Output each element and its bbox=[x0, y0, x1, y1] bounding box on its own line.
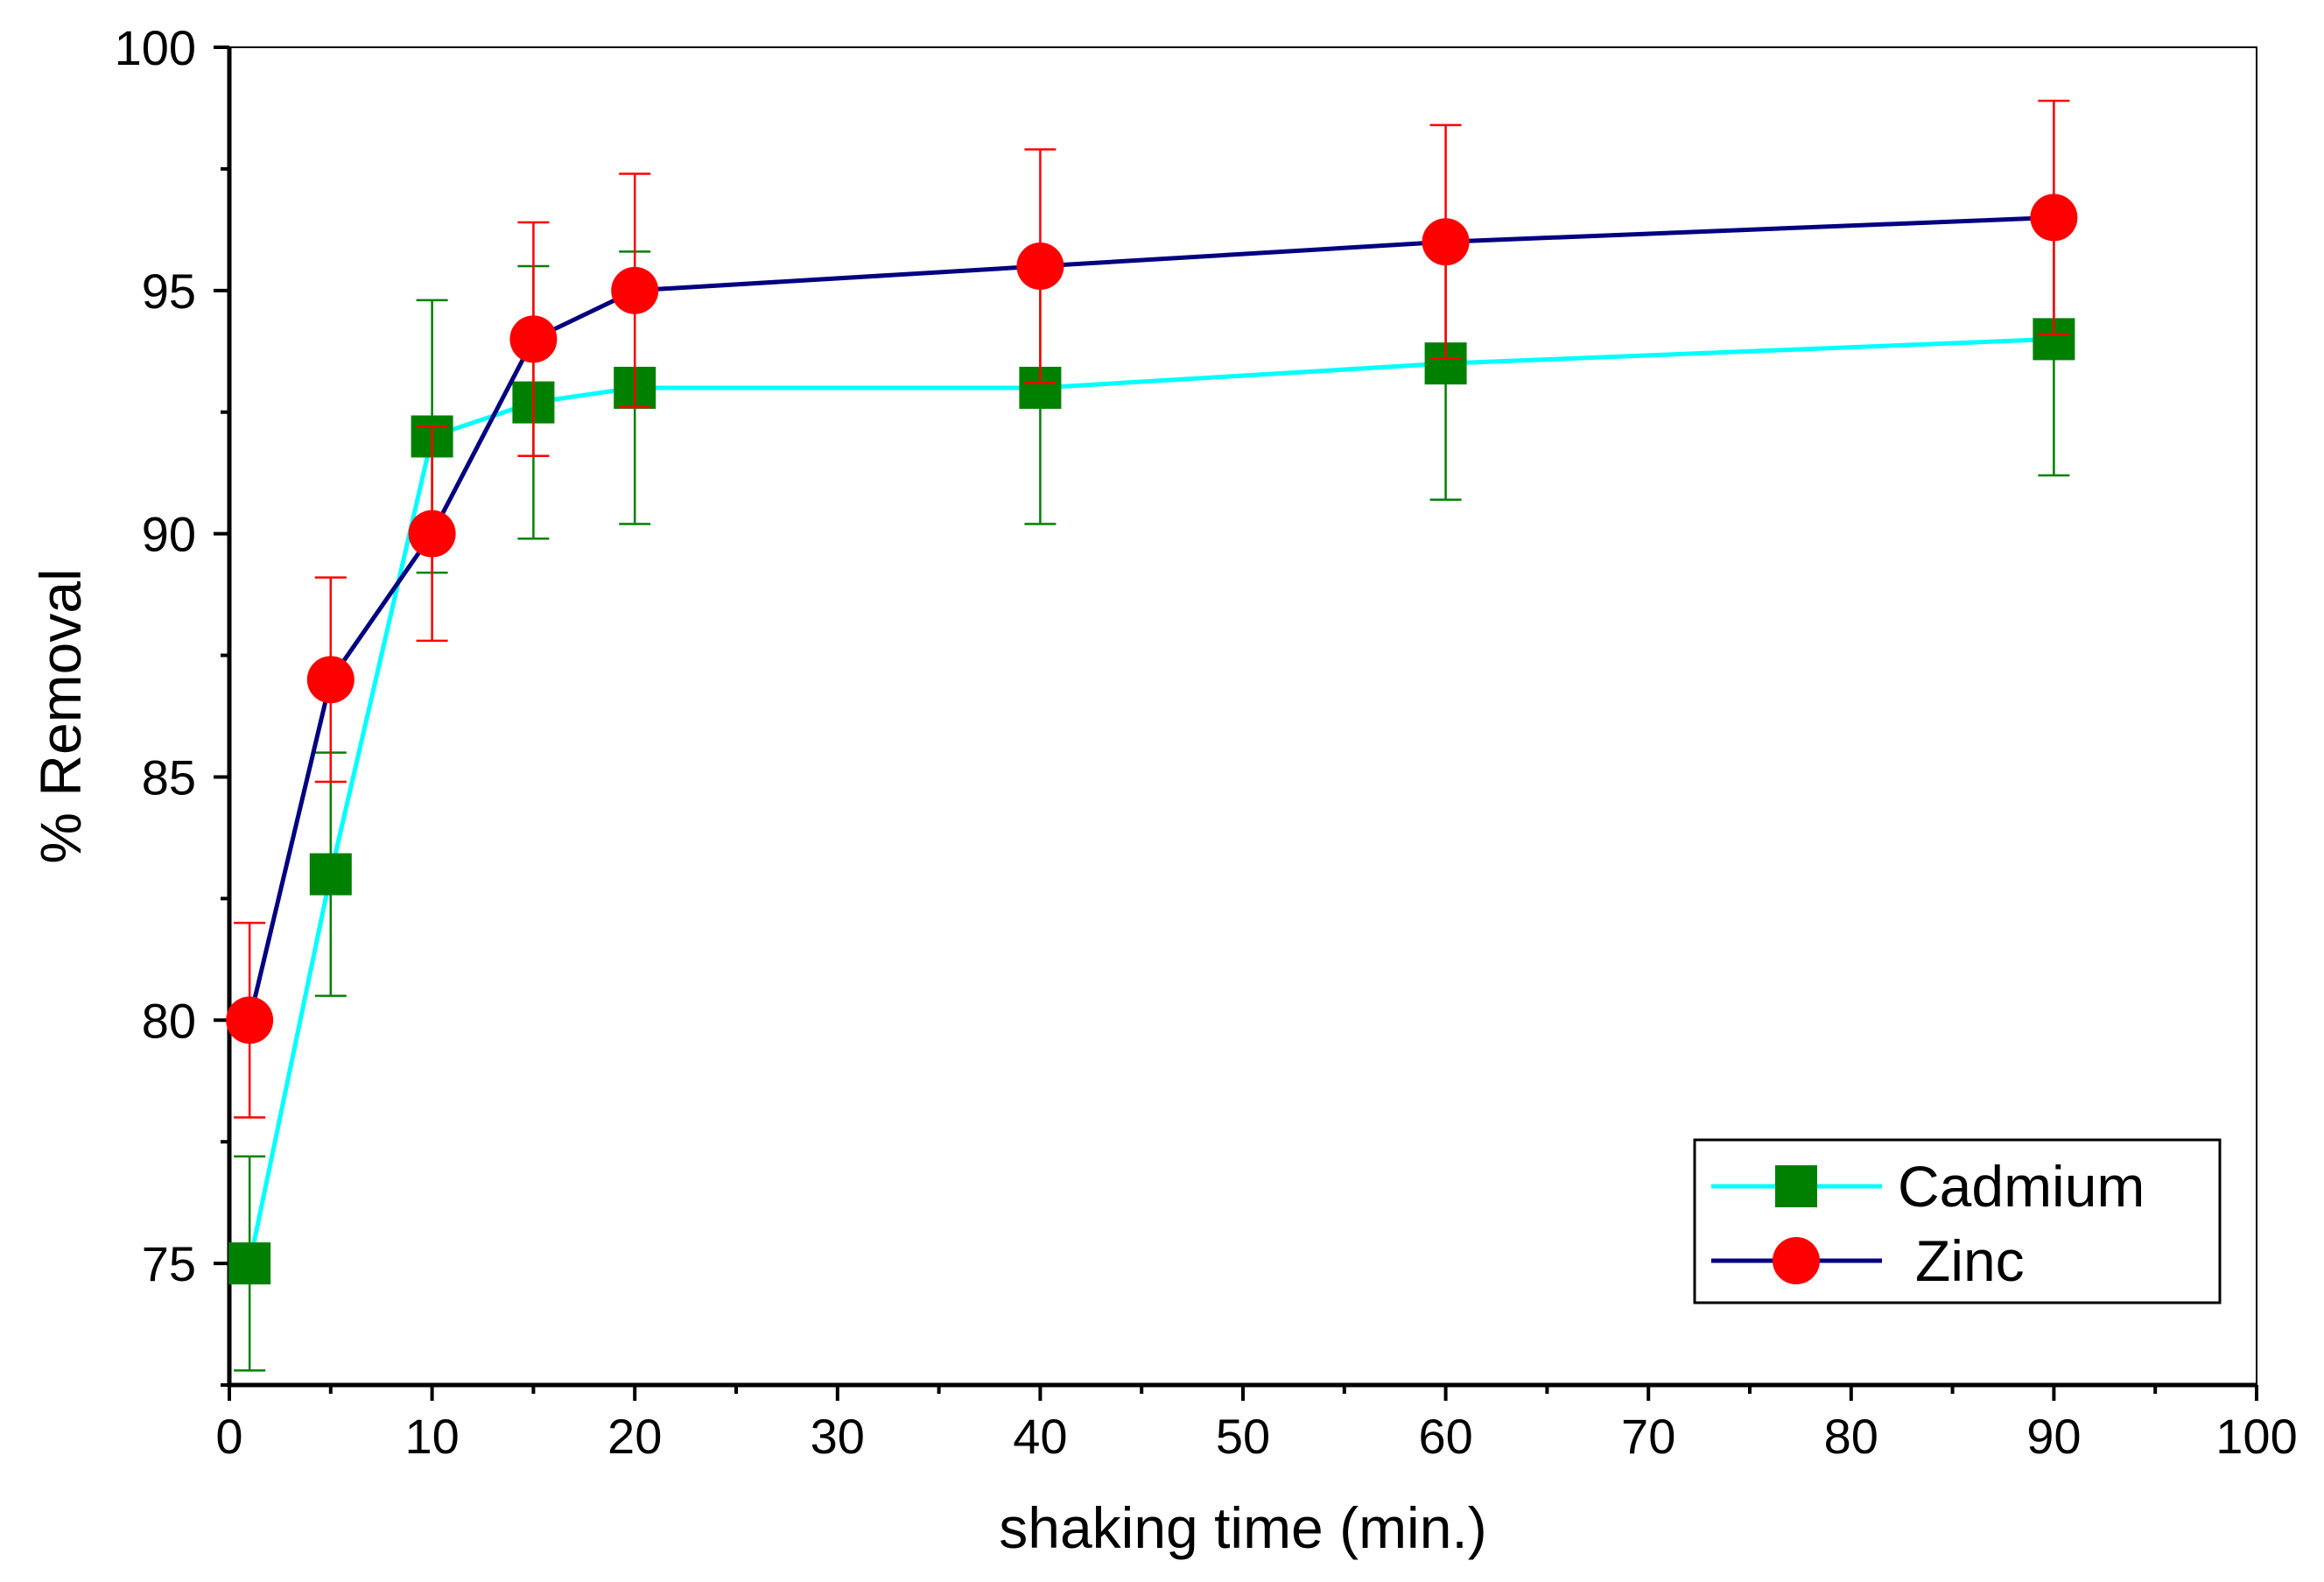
legend-item-zinc: Zinc bbox=[1711, 1228, 2025, 1293]
data-point bbox=[509, 315, 558, 363]
legend-label: Zinc bbox=[1915, 1228, 2025, 1293]
x-tick-label: 30 bbox=[811, 1409, 865, 1464]
x-tick-label: 80 bbox=[1824, 1409, 1878, 1464]
data-point bbox=[309, 853, 352, 896]
series-line bbox=[247, 336, 2054, 1264]
legend-item-cadmium: Cadmium bbox=[1711, 1154, 2145, 1219]
data-point bbox=[1016, 243, 1064, 291]
data-point bbox=[2030, 193, 2078, 242]
x-axis-title: shaking time (min.) bbox=[999, 1495, 1487, 1560]
data-point bbox=[611, 266, 659, 314]
series-zinc bbox=[226, 99, 2078, 1119]
y-tick-label: 75 bbox=[142, 1236, 196, 1291]
legend-marker bbox=[1775, 1165, 1817, 1207]
data-point bbox=[228, 1242, 271, 1285]
x-tick-label: 50 bbox=[1216, 1409, 1270, 1464]
x-tick-label: 0 bbox=[215, 1409, 242, 1464]
series-layer bbox=[226, 99, 2078, 1372]
y-tick-label: 100 bbox=[115, 20, 196, 75]
data-point bbox=[306, 656, 355, 704]
data-point bbox=[1422, 218, 1470, 266]
legend-label: Cadmium bbox=[1898, 1154, 2145, 1219]
x-tick-label: 10 bbox=[404, 1409, 459, 1464]
x-tick-label: 100 bbox=[2215, 1409, 2297, 1464]
data-point bbox=[226, 996, 274, 1044]
legend-marker bbox=[1773, 1237, 1820, 1284]
y-tick-label: 85 bbox=[142, 749, 196, 805]
y-axis-title: % Removal bbox=[28, 568, 93, 863]
y-tick-label: 90 bbox=[142, 507, 196, 562]
data-point bbox=[408, 510, 456, 558]
legend-items: Cadmium Zinc bbox=[1711, 1154, 2145, 1293]
x-tick-label: 40 bbox=[1013, 1409, 1067, 1464]
x-tick-label: 70 bbox=[1621, 1409, 1675, 1464]
x-tick-label: 90 bbox=[2026, 1409, 2081, 1464]
y-tick-label: 95 bbox=[142, 264, 196, 319]
ticks-layer: 0 10 20 30 40 50 60 70 80 90 100 75 80 85 90 95 100 bbox=[115, 20, 2298, 1464]
x-tick-label: 60 bbox=[1418, 1409, 1472, 1464]
series-line bbox=[247, 214, 2054, 1021]
x-tick-label: 20 bbox=[607, 1409, 662, 1464]
legend: Cadmium Zinc bbox=[1693, 1138, 2222, 1304]
y-tick-label: 80 bbox=[142, 993, 196, 1048]
